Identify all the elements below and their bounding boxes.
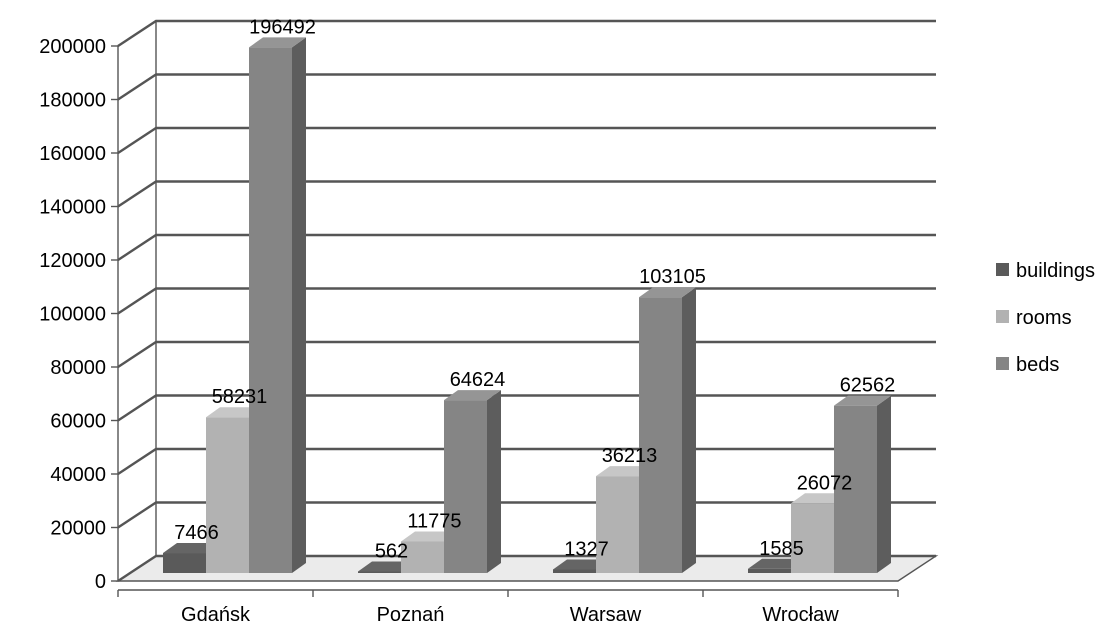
gridline [117,180,936,208]
bar-front [639,297,682,573]
bar-front [249,47,292,573]
y-tick-label: 200000 [39,36,106,58]
legend-swatch [996,357,1009,370]
x-tick-label: Gdańsk [181,604,251,626]
x-tick-label: Wrocław [762,604,839,626]
legend-swatch [996,310,1009,323]
legend-label: buildings [1016,260,1095,282]
bar-beds-3 [834,395,891,573]
bar-beds-0 [249,37,306,573]
legend-label: rooms [1016,307,1072,329]
bar-front [553,569,596,573]
data-label: 36213 [602,445,658,467]
gridline [117,233,936,262]
data-label: 7466 [174,522,219,544]
bar-side [877,395,891,573]
bar-beds-2 [639,287,696,573]
gridline [117,19,936,48]
bar-front [596,476,639,573]
bar-top [596,466,653,477]
bar-top [639,287,696,298]
data-label: 103105 [639,266,706,288]
data-label: 62562 [840,375,896,397]
y-tick-label: 20000 [50,518,106,540]
bar-side [292,37,306,573]
bar-top [249,37,306,48]
bar-front [834,405,877,573]
legend-swatch [996,263,1009,276]
bar-top [834,395,891,406]
bar-front [401,541,444,573]
bar-top [791,493,848,504]
y-tick-label: 40000 [50,464,106,486]
data-label: 58231 [212,386,268,408]
bar-top [553,559,610,570]
bar-top [358,561,415,572]
data-label: 64624 [450,369,506,391]
bar-top [444,390,501,401]
bar-front [163,553,206,573]
legend-item-rooms: rooms [996,307,1072,329]
y-tick-label: 120000 [39,250,106,272]
bar-top [748,558,805,569]
legend-label: beds [1016,354,1059,376]
gridline [117,287,936,315]
x-tick-label: Warsaw [570,604,642,626]
data-label: 196492 [249,16,316,38]
bar-front [748,568,791,573]
data-label: 26072 [797,472,853,494]
y-tick-label: 0 [95,571,106,593]
bar-front [791,503,834,573]
data-label: 562 [375,540,408,562]
gridline [117,73,936,101]
y-tick-label: 60000 [50,411,106,433]
gridline [117,126,936,155]
y-tick-label: 80000 [50,357,106,379]
y-tick-label: 160000 [39,143,106,165]
gridline [117,340,936,369]
bar-front [444,400,487,573]
y-tick-label: 100000 [39,304,106,326]
bar-front [206,417,249,573]
bar-top [206,407,263,418]
data-label: 1327 [564,538,609,560]
legend-item-buildings: buildings [996,260,1095,282]
bar-side [487,390,501,573]
bar-top [163,543,220,554]
bar-top [401,531,458,542]
bar-front [358,571,401,573]
bar-side [682,287,696,573]
legend-item-beds: beds [996,354,1059,376]
x-tick-label: Poznań [377,604,445,626]
y-tick-label: 140000 [39,197,106,219]
data-label: 11775 [407,511,461,533]
data-label: 1585 [759,538,804,560]
y-tick-label: 180000 [39,90,106,112]
bar-beds-1 [444,390,501,573]
